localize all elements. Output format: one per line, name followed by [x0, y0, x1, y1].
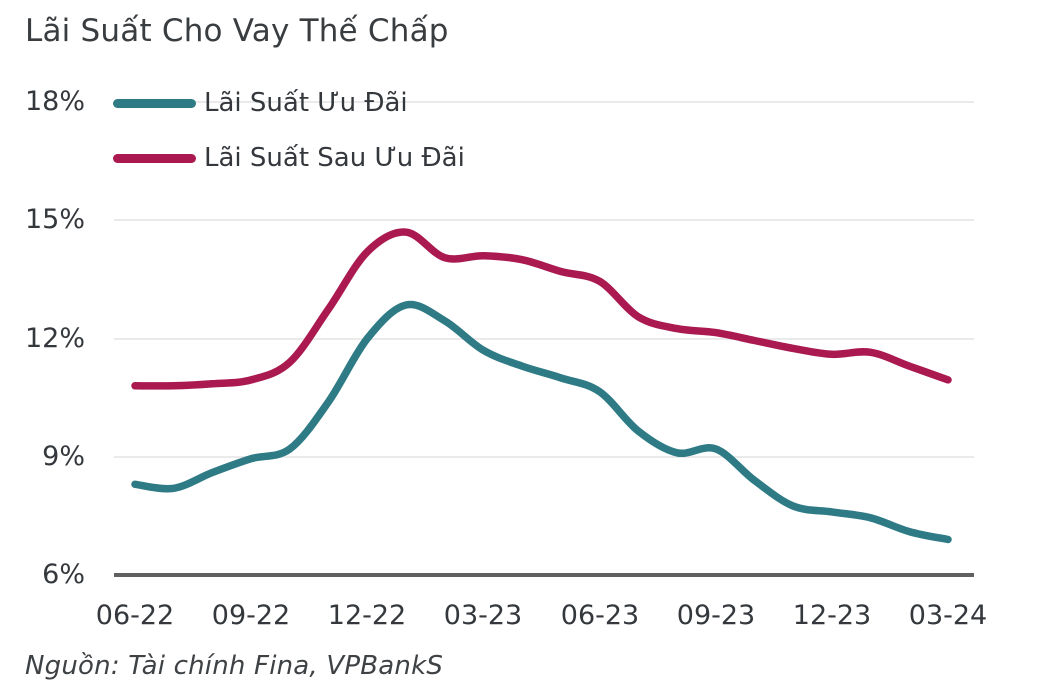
- y-tick-label: 15%: [24, 204, 85, 235]
- legend-label-sau-uu-dai: Lãi Suất Sau Ưu Đãi: [204, 143, 465, 173]
- x-axis-line: [114, 573, 974, 577]
- legend-label-uu-dai: Lãi Suất Ưu Đãi: [204, 88, 408, 118]
- x-tick-label: 06-23: [560, 600, 640, 631]
- x-tick-label: 03-23: [443, 600, 523, 631]
- chart-title: Lãi Suất Cho Vay Thế Chấp: [25, 13, 449, 49]
- x-tick-label: 12-22: [327, 600, 407, 631]
- y-tick-label: 9%: [42, 441, 85, 472]
- series-line-uu-dai: [131, 300, 952, 544]
- gridline-15pct: [114, 219, 974, 221]
- x-tick-label: 12-23: [792, 600, 872, 631]
- x-tick-label: 09-22: [211, 600, 291, 631]
- legend-item-uu-dai: Lãi Suất Ưu Đãi: [113, 85, 465, 121]
- legend: Lãi Suất Ưu Đãi Lãi Suất Sau Ưu Đãi: [113, 85, 465, 176]
- legend-item-sau-uu-dai: Lãi Suất Sau Ưu Đãi: [113, 140, 465, 176]
- x-tick-label: 09-23: [676, 600, 756, 631]
- legend-swatch-crimson-icon: [113, 153, 196, 163]
- x-tick-label: 06-22: [95, 600, 175, 631]
- gridline-9pct: [114, 456, 974, 458]
- legend-swatch-teal-icon: [113, 98, 196, 108]
- series-line-sau-uu-dai: [131, 228, 952, 390]
- gridline-12pct: [114, 338, 974, 340]
- y-tick-label: 6%: [42, 559, 85, 590]
- source-note: Nguồn: Tài chính Fina, VPBankS: [25, 651, 444, 681]
- y-tick-label: 12%: [24, 323, 85, 354]
- y-tick-label: 18%: [24, 86, 85, 117]
- x-tick-label: 03-24: [908, 600, 988, 631]
- gridline-18pct: [114, 101, 974, 103]
